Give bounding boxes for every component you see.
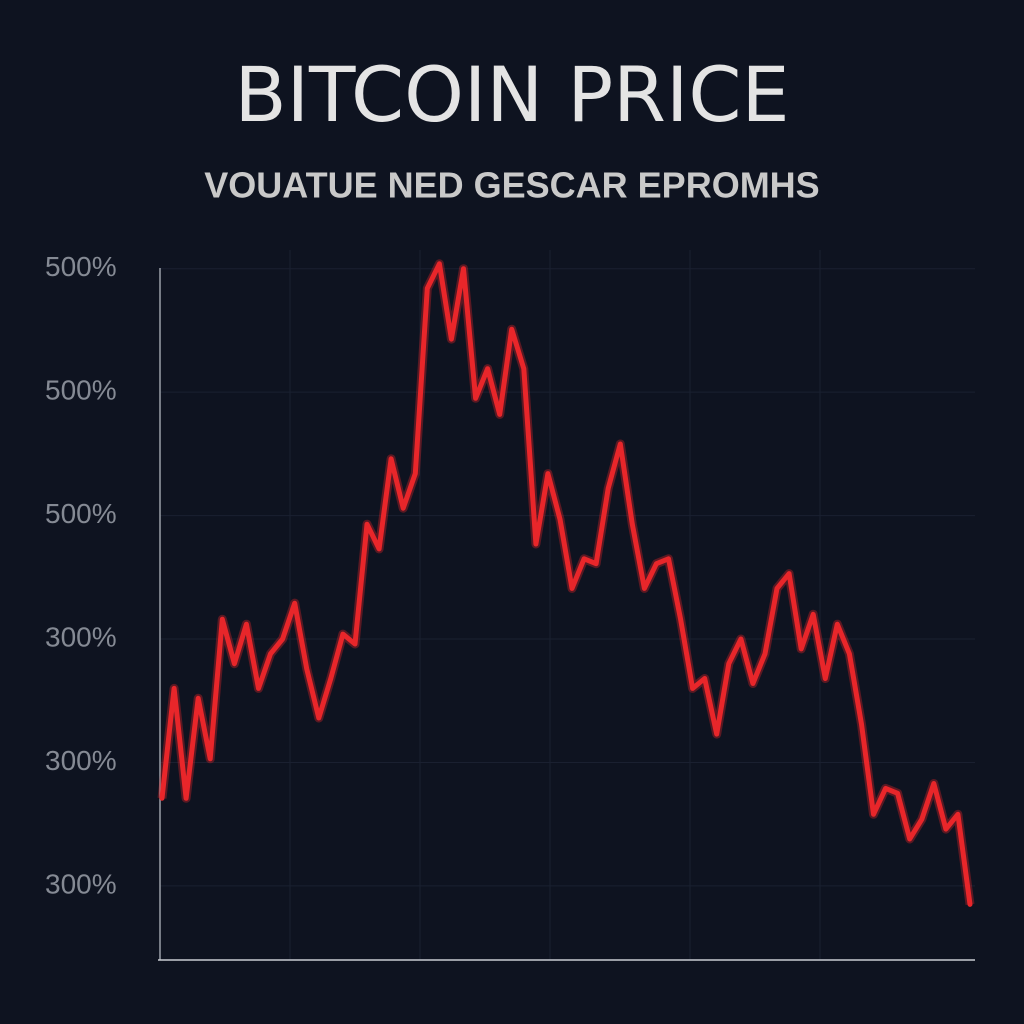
y-tick-label: 300% [45, 621, 117, 652]
price-line [159, 261, 973, 907]
y-tick-label: 300% [45, 745, 117, 776]
y-tick-label: 500% [45, 251, 117, 282]
chart-title: BITCOIN PRICE [235, 50, 790, 139]
line-glow [157, 259, 975, 905]
y-tick-label: 500% [45, 375, 117, 406]
vertical-grid [289, 250, 821, 960]
y-tick-label: 300% [45, 868, 117, 899]
y-tick-label: 500% [45, 498, 117, 529]
chart-subtitle: VOUATUE NED GESCAR EPROMHS [204, 165, 819, 206]
